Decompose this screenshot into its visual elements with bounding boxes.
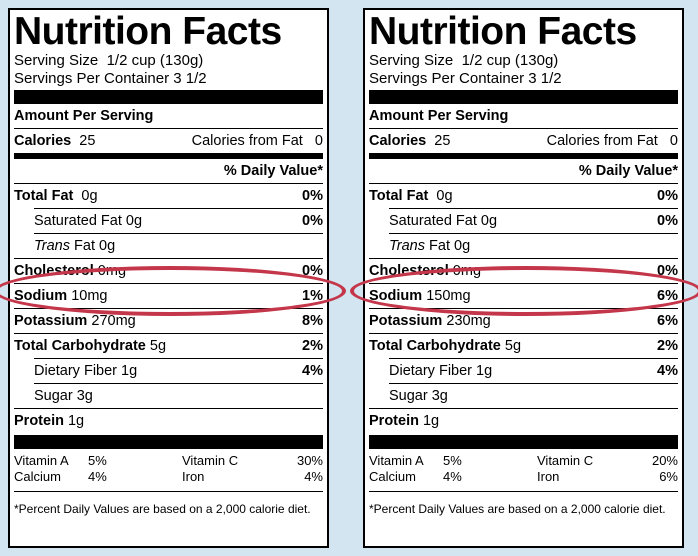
total-carb-row: Total Carbohydrate 5g 2% (14, 338, 323, 354)
divider-medium (369, 153, 678, 159)
fiber-row: Dietary Fiber 1g 4% (34, 363, 323, 379)
vitamins-grid: Vitamin A 5% Vitamin C 30% Calcium 4% Iron 4% (14, 453, 323, 484)
daily-value-header: % Daily Value* (578, 163, 678, 179)
sodium-highlight-oval-left (0, 266, 346, 316)
divider-medium (14, 153, 323, 159)
footnote: *Percent Daily Values are based on a 2,0… (369, 502, 666, 516)
vitamins-grid: Vitamin A 5% Vitamin C 20% Calcium 4% Iron 6% (369, 453, 678, 484)
total-carb-row: Total Carbohydrate 5g 2% (369, 338, 678, 354)
potassium-row: Potassium 270mg 8% (14, 313, 323, 329)
saturated-fat-row: Saturated Fat 0g 0% (34, 213, 323, 229)
fiber-row: Dietary Fiber 1g 4% (389, 363, 678, 379)
divider-thick (369, 90, 678, 104)
sodium-highlight-oval-right (350, 266, 698, 316)
servings-per-container: Servings Per Container 3 1/2 (14, 70, 207, 87)
trans-fat-row: Trans Fat 0g (389, 238, 471, 254)
serving-size: Serving Size 1/2 cup (130g) (14, 52, 204, 69)
calories-row: Calories 25 Calories from Fat 0 (369, 133, 678, 149)
amount-per-serving: Amount Per Serving (369, 108, 509, 124)
calories-row: Calories 25 Calories from Fat 0 (14, 133, 323, 149)
potassium-row: Potassium 230mg 6% (369, 313, 678, 329)
serving-size: Serving Size 1/2 cup (130g) (369, 52, 559, 69)
protein-row: Protein 1g (14, 413, 85, 429)
label-title: Nutrition Facts (369, 10, 637, 53)
footnote: *Percent Daily Values are based on a 2,0… (14, 502, 311, 516)
total-fat-row: Total Fat 0g 0% (14, 188, 323, 204)
label-title: Nutrition Facts (14, 10, 282, 53)
sugar-row: Sugar 3g (34, 388, 93, 404)
divider-thick (369, 435, 678, 449)
total-fat-row: Total Fat 0g 0% (369, 188, 678, 204)
saturated-fat-row: Saturated Fat 0g 0% (389, 213, 678, 229)
amount-per-serving: Amount Per Serving (14, 108, 154, 124)
protein-row: Protein 1g (369, 413, 440, 429)
sugar-row: Sugar 3g (389, 388, 448, 404)
divider-thick (14, 435, 323, 449)
daily-value-header: % Daily Value* (223, 163, 323, 179)
divider-thick (14, 90, 323, 104)
servings-per-container: Servings Per Container 3 1/2 (369, 70, 562, 87)
trans-fat-row: Trans Fat 0g (34, 238, 116, 254)
